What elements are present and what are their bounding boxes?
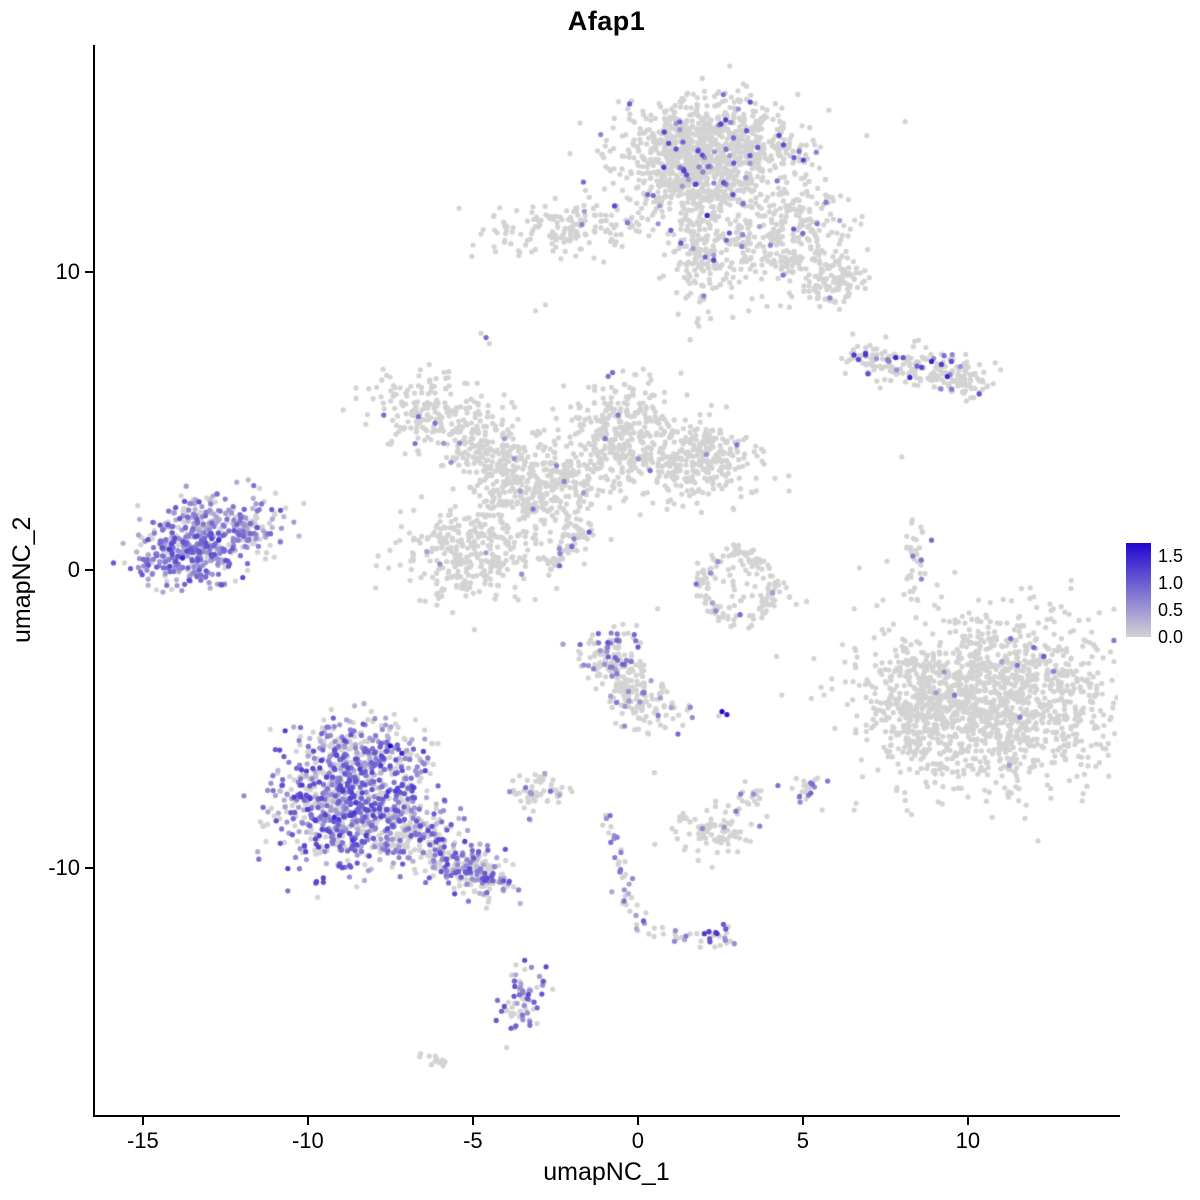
- y-tick-label: 10: [55, 259, 80, 285]
- x-tick-mark: [141, 1117, 144, 1125]
- expression-legend: 1.5 1.0 0.5 0.0: [1126, 543, 1200, 647]
- x-tick-mark: [801, 1117, 804, 1125]
- y-tick-mark: [85, 866, 93, 869]
- y-tick-label: 0: [67, 557, 80, 583]
- x-axis-line: [93, 1115, 1120, 1117]
- x-tick-label: 0: [631, 1128, 644, 1153]
- x-axis-title: umapNC_1: [543, 1158, 670, 1186]
- y-tick-mark: [85, 569, 93, 572]
- x-tick-mark: [636, 1117, 639, 1125]
- legend-gradient-bar: [1126, 543, 1151, 637]
- x-tick-mark: [966, 1117, 969, 1125]
- x-tick-mark: [471, 1117, 474, 1125]
- plot-title: Afap1: [567, 6, 646, 36]
- y-tick-mark: [85, 271, 93, 274]
- x-tick-mark: [306, 1117, 309, 1125]
- x-tick-label: -10: [291, 1128, 324, 1153]
- y-tick-label: -10: [48, 854, 80, 880]
- legend-label: 0.0: [1158, 627, 1184, 647]
- scatter-canvas: [95, 45, 1118, 1115]
- legend-label: 0.5: [1158, 600, 1184, 621]
- y-axis-line: [93, 45, 95, 1117]
- x-tick-label: 10: [955, 1128, 981, 1153]
- x-tick-label: 5: [796, 1128, 809, 1153]
- y-axis-title: umapNC_2: [8, 516, 36, 644]
- legend-label: 1.5: [1158, 546, 1184, 567]
- legend-label: 1.0: [1158, 573, 1184, 594]
- x-tick-label: -5: [463, 1128, 483, 1153]
- x-tick-label: -15: [126, 1128, 159, 1153]
